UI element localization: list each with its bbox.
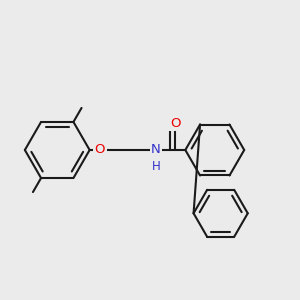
Text: H: H	[152, 160, 160, 173]
Text: N: N	[151, 143, 161, 157]
Text: O: O	[95, 143, 105, 157]
Text: O: O	[170, 117, 180, 130]
